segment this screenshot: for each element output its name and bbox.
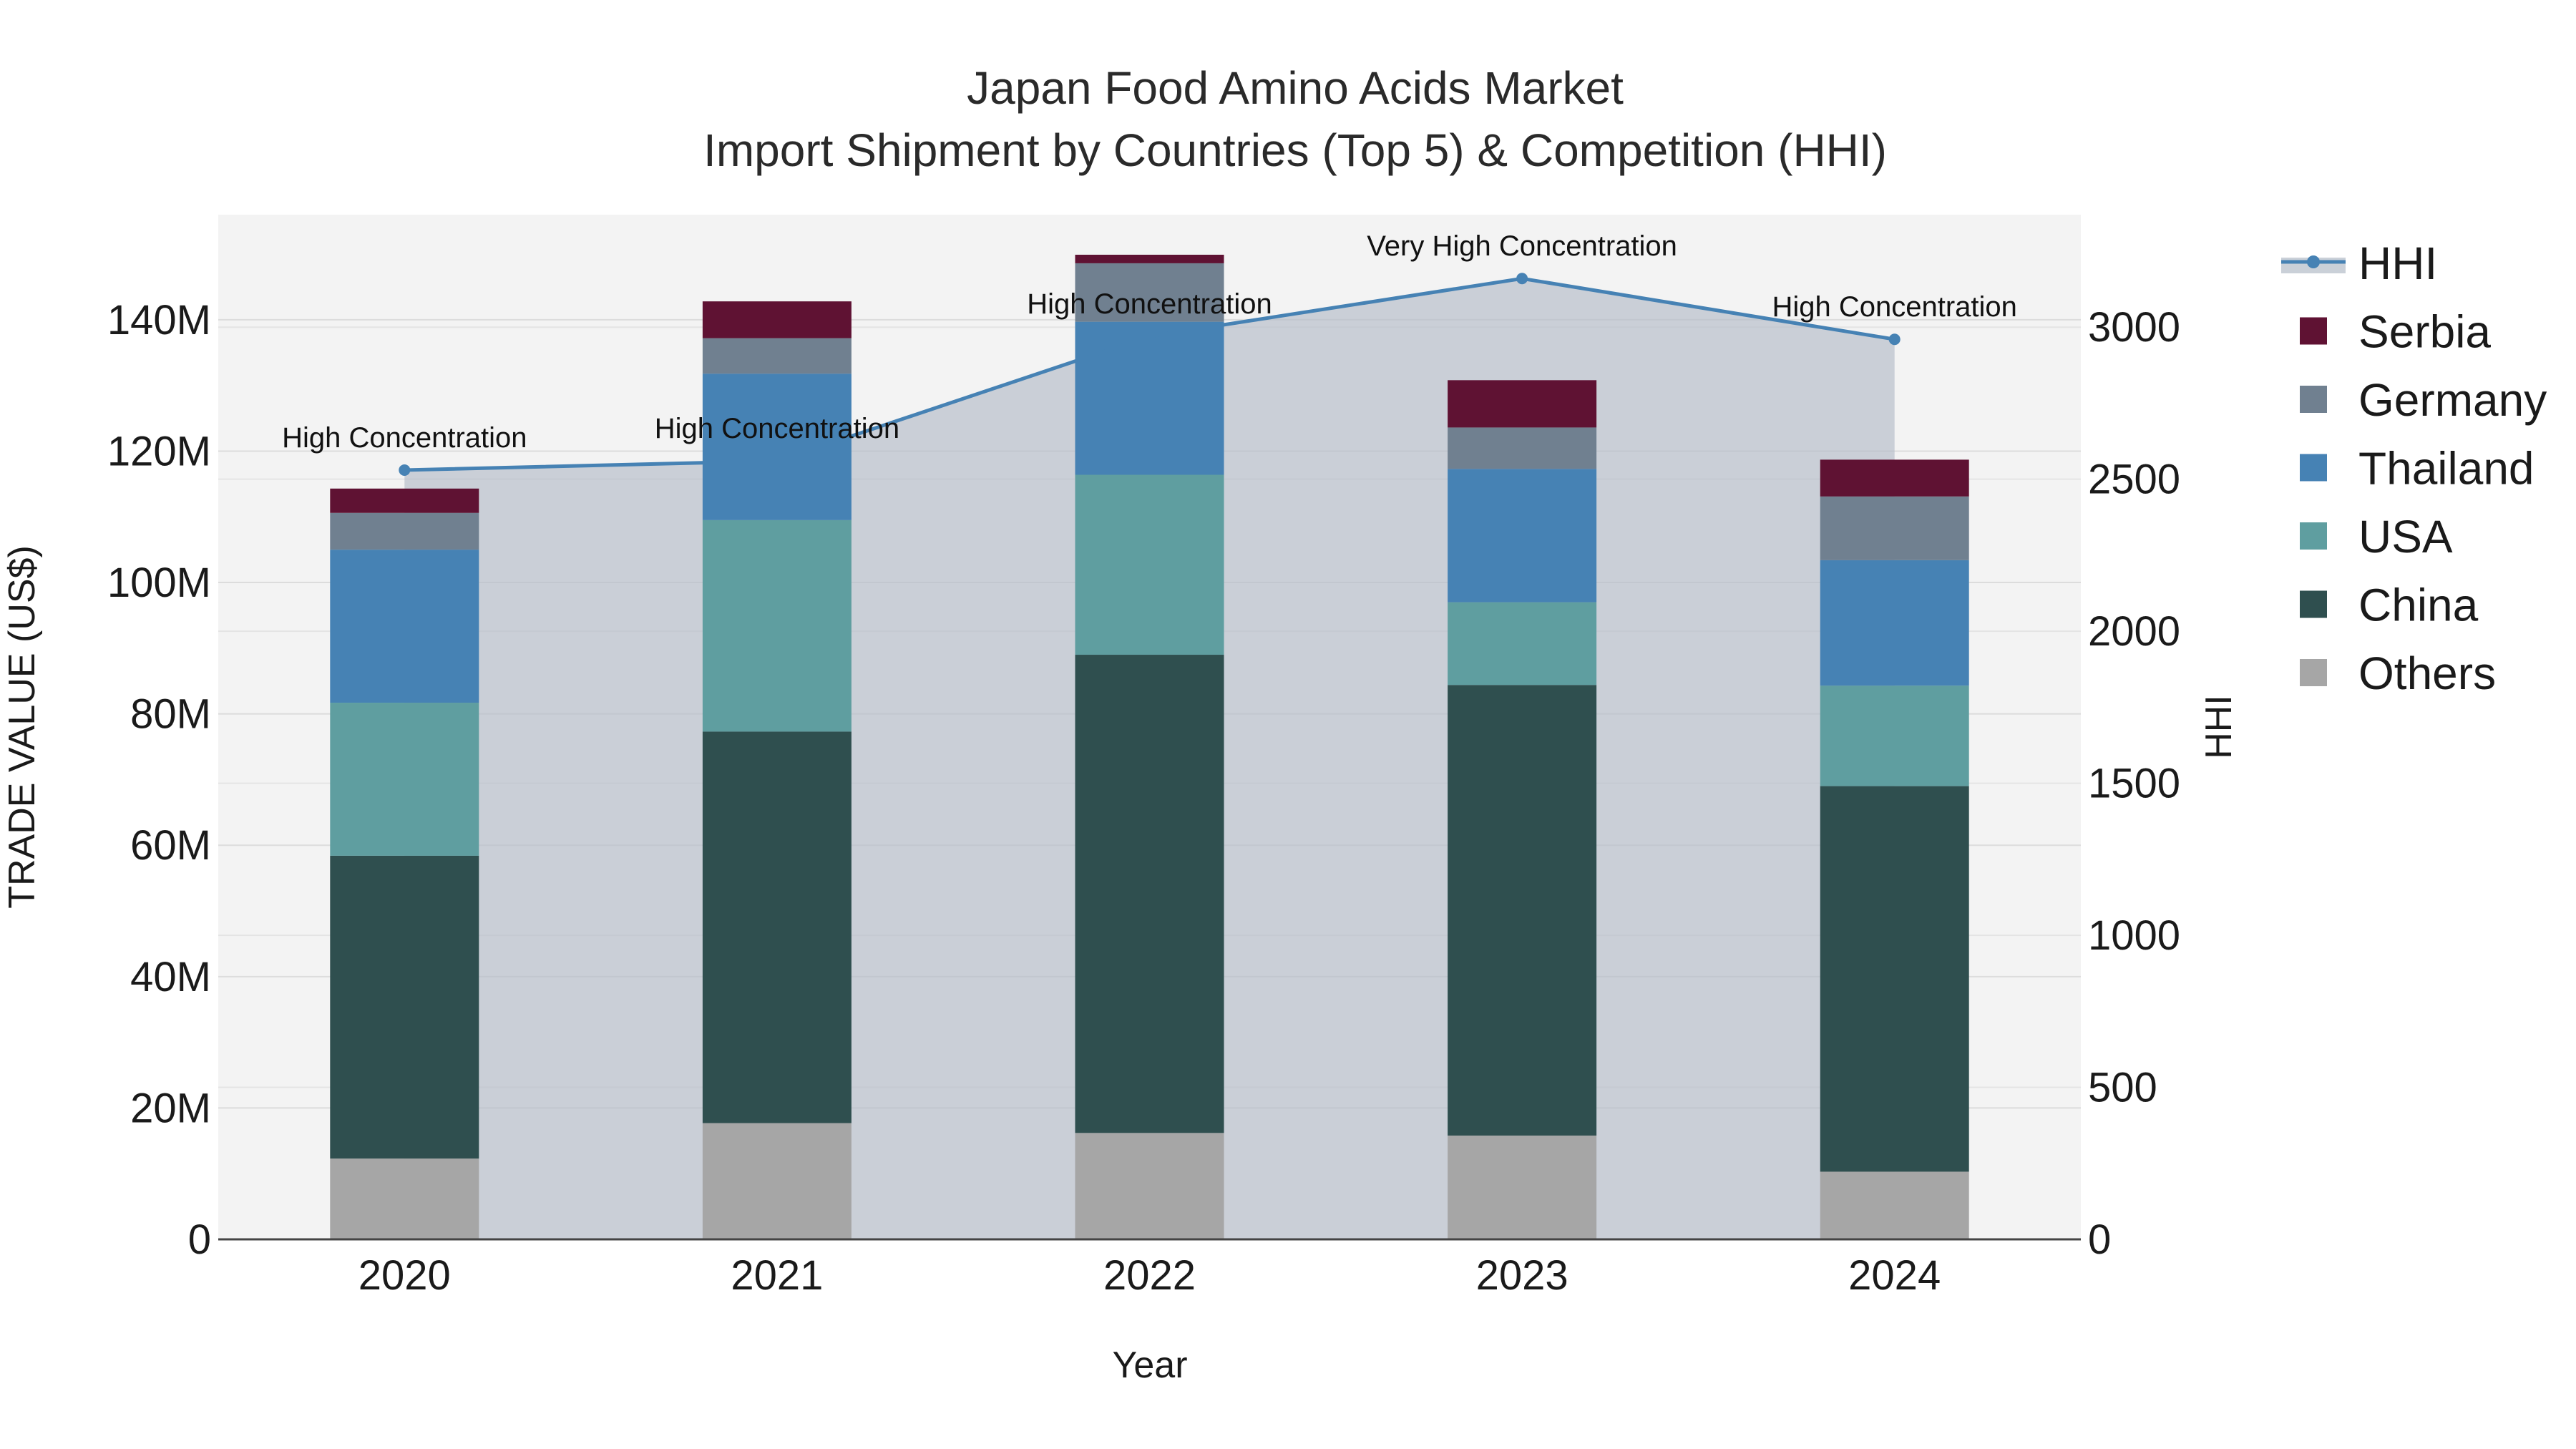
legend-label-thailand: Thailand: [2358, 443, 2534, 494]
bar-thailand-2021[interactable]: [702, 374, 852, 520]
legend-item-others[interactable]: Others: [2300, 648, 2496, 699]
y2-axis-ticks: 0 500 1000 1500 2000 2500 3000: [2088, 304, 2180, 1263]
y2-tick-label: 2500: [2088, 457, 2180, 503]
bar-china-2024[interactable]: [1820, 786, 1969, 1172]
bar-others-2020[interactable]: [330, 1158, 479, 1239]
hhi-annotation-2021: High Concentration: [655, 413, 899, 444]
chart-title-line1: Japan Food Amino Acids Market: [967, 62, 1624, 114]
legend-label-germany: Germany: [2358, 374, 2547, 426]
hhi-point-2021[interactable]: [771, 455, 783, 467]
y-tick-label: 40M: [130, 954, 211, 1000]
hhi-annotation-2022: High Concentration: [1027, 288, 1272, 320]
bar-usa-2020[interactable]: [330, 703, 479, 856]
bar-thailand-2022[interactable]: [1075, 321, 1224, 475]
legend-swatch-thailand: [2300, 454, 2327, 482]
bar-serbia-2020[interactable]: [330, 488, 479, 513]
hhi-annotation-2023: Very High Concentration: [1367, 230, 1677, 262]
bar-germany-2024[interactable]: [1820, 496, 1969, 560]
x-axis-label: Year: [1112, 1345, 1187, 1386]
bar-china-2022[interactable]: [1075, 655, 1224, 1133]
legend-swatch-usa: [2300, 522, 2327, 550]
x-axis-ticks: 2020 2021 2022 2023 2024: [358, 1252, 1941, 1299]
bar-germany-2020[interactable]: [330, 512, 479, 550]
y2-tick-label: 3000: [2088, 304, 2180, 351]
legend-swatch-serbia: [2300, 317, 2327, 345]
y2-axis-label: HHI: [2198, 695, 2240, 759]
legend-label-usa: USA: [2358, 511, 2453, 562]
hhi-point-2022[interactable]: [1143, 330, 1156, 342]
y-axis-label: TRADE VALUE (US$): [1, 545, 43, 909]
hhi-point-2024[interactable]: [1888, 333, 1901, 346]
legend-swatch-china: [2300, 590, 2327, 618]
bar-others-2024[interactable]: [1820, 1171, 1969, 1239]
legend-label-others: Others: [2358, 648, 2496, 699]
bar-china-2021[interactable]: [702, 731, 852, 1123]
bar-serbia-2022[interactable]: [1075, 254, 1224, 263]
bar-serbia-2023[interactable]: [1448, 380, 1597, 428]
legend-label-serbia: Serbia: [2358, 306, 2491, 358]
bars-layer: [330, 254, 1969, 1239]
chart-title-line2: Import Shipment by Countries (Top 5) & C…: [703, 125, 1887, 176]
legend-item-serbia[interactable]: Serbia: [2300, 306, 2491, 358]
bar-germany-2022[interactable]: [1075, 263, 1224, 322]
legend-item-usa[interactable]: USA: [2300, 511, 2453, 562]
bar-germany-2021[interactable]: [702, 338, 852, 374]
x-tick-label-2024: 2024: [1848, 1252, 1941, 1299]
legend-item-hhi[interactable]: HHI: [2281, 238, 2437, 289]
y-tick-label: 80M: [130, 691, 211, 738]
y-tick-label: 20M: [130, 1085, 211, 1131]
y-tick-label: 120M: [107, 428, 211, 474]
y2-tick-label: 500: [2088, 1065, 2157, 1111]
legend-item-germany[interactable]: Germany: [2300, 374, 2547, 426]
bar-others-2021[interactable]: [702, 1123, 852, 1239]
y2-tick-label: 0: [2088, 1216, 2111, 1263]
bar-china-2020[interactable]: [330, 855, 479, 1159]
bar-usa-2023[interactable]: [1448, 602, 1597, 686]
y-tick-label: 60M: [130, 822, 211, 869]
y2-tick-label: 1000: [2088, 912, 2180, 959]
hhi-point-2023[interactable]: [1516, 273, 1528, 285]
hhi-point-2020[interactable]: [399, 464, 411, 476]
x-tick-label-2021: 2021: [731, 1252, 823, 1299]
bar-germany-2023[interactable]: [1448, 427, 1597, 469]
legend-swatch-others: [2300, 659, 2327, 686]
hhi-annotation-2024: High Concentration: [1772, 291, 2016, 323]
bar-thailand-2024[interactable]: [1820, 560, 1969, 686]
legend-label-hhi: HHI: [2358, 238, 2437, 289]
legend-swatch-hhi-point: [2307, 255, 2320, 268]
bar-usa-2024[interactable]: [1820, 686, 1969, 786]
bar-others-2022[interactable]: [1075, 1133, 1224, 1239]
bar-others-2023[interactable]: [1448, 1135, 1597, 1239]
x-tick-label-2020: 2020: [358, 1252, 451, 1299]
bar-serbia-2021[interactable]: [702, 301, 852, 338]
legend-label-china: China: [2358, 580, 2479, 631]
bar-usa-2021[interactable]: [702, 519, 852, 732]
y-tick-label: 100M: [107, 560, 211, 606]
y-tick-label: 140M: [107, 297, 211, 343]
bar-usa-2022[interactable]: [1075, 474, 1224, 655]
bar-china-2023[interactable]: [1448, 685, 1597, 1136]
bar-thailand-2020[interactable]: [330, 550, 479, 703]
legend-item-china[interactable]: China: [2300, 580, 2479, 631]
legend: HHI Serbia Germany Thailand USA China Others: [2281, 238, 2547, 699]
bar-thailand-2023[interactable]: [1448, 469, 1597, 602]
y2-tick-label: 1500: [2088, 761, 2180, 807]
y2-tick-label: 2000: [2088, 608, 2180, 655]
y-axis-ticks: 0 20M 40M 60M 80M 100M 120M 140M: [107, 297, 211, 1263]
bar-serbia-2024[interactable]: [1820, 459, 1969, 497]
x-tick-label-2023: 2023: [1476, 1252, 1568, 1299]
legend-swatch-germany: [2300, 386, 2327, 413]
y-tick-label: 0: [188, 1216, 211, 1263]
x-tick-label-2022: 2022: [1103, 1252, 1196, 1299]
hhi-annotation-2020: High Concentration: [282, 422, 527, 454]
hhi-line-layer: [399, 273, 1901, 476]
legend-item-thailand[interactable]: Thailand: [2300, 443, 2534, 494]
annotations-layer: High Concentration High Concentration High…: [282, 230, 2017, 454]
